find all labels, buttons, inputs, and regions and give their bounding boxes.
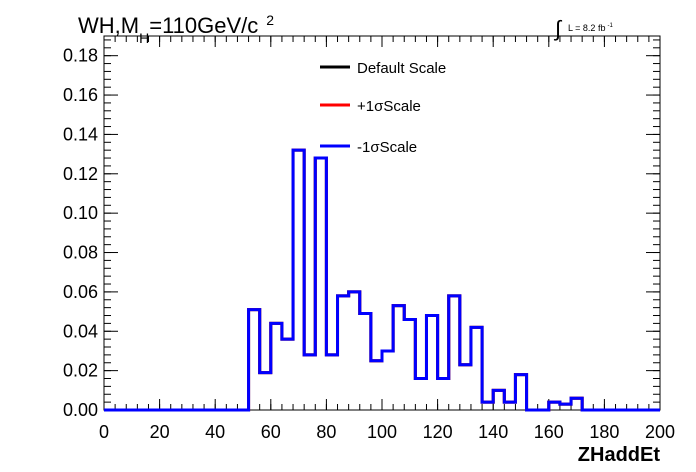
x-tick-label: 20 <box>150 422 170 442</box>
x-tick-label: 40 <box>205 422 225 442</box>
x-tick-label: 60 <box>261 422 281 442</box>
series-minus-1sigma <box>104 148 660 412</box>
x-tick-label: 200 <box>645 422 675 442</box>
y-tick-label: 0.10 <box>63 203 98 223</box>
series-default-scale <box>104 148 660 412</box>
x-tick-label: 140 <box>478 422 508 442</box>
x-axis: 0 20 40 60 80 100 120 140 160 180 200 <box>99 36 675 442</box>
x-tick-label: 120 <box>423 422 453 442</box>
legend: Default Scale +1σScale -1σScale <box>320 60 446 156</box>
y-tick-label: 0.06 <box>63 282 98 302</box>
legend-label-default: Default Scale <box>357 60 446 77</box>
legend-label-plus: +1σScale <box>357 98 421 115</box>
chart-title: WH,MH=110GeV/c 2 <box>78 12 274 46</box>
y-tick-label: 0.08 <box>63 243 98 263</box>
title-subscript: H <box>139 30 149 46</box>
x-tick-label: 80 <box>316 422 336 442</box>
x-tick-label: 160 <box>534 422 564 442</box>
x-tick-label: 0 <box>99 422 109 442</box>
title-superscript: 2 <box>266 12 274 28</box>
y-tick-label: 0.00 <box>63 400 98 420</box>
integral-symbol: ∫ <box>553 16 563 41</box>
series-plus-1sigma <box>104 148 660 412</box>
legend-label-minus: -1σScale <box>357 139 417 156</box>
y-axis: 0.00 0.02 0.04 0.06 0.08 0.10 0.12 0.14 0.16 0.18 <box>63 39 660 420</box>
luminosity-superscript: -1 <box>607 23 613 29</box>
y-tick-label: 0.16 <box>63 85 98 105</box>
histogram-series <box>104 148 660 412</box>
luminosity-label: L = 8.2 fb -1 <box>568 23 613 33</box>
y-tick-label: 0.14 <box>63 124 98 144</box>
x-axis-label: ZHaddEt <box>578 444 661 466</box>
y-tick-label: 0.12 <box>63 164 98 184</box>
x-tick-label: 180 <box>589 422 619 442</box>
title-after: =110GeV/c <box>149 13 258 38</box>
y-tick-label: 0.18 <box>63 46 98 66</box>
y-tick-label: 0.04 <box>63 321 98 341</box>
x-tick-label: 100 <box>367 422 397 442</box>
y-tick-label: 0.02 <box>63 361 98 381</box>
